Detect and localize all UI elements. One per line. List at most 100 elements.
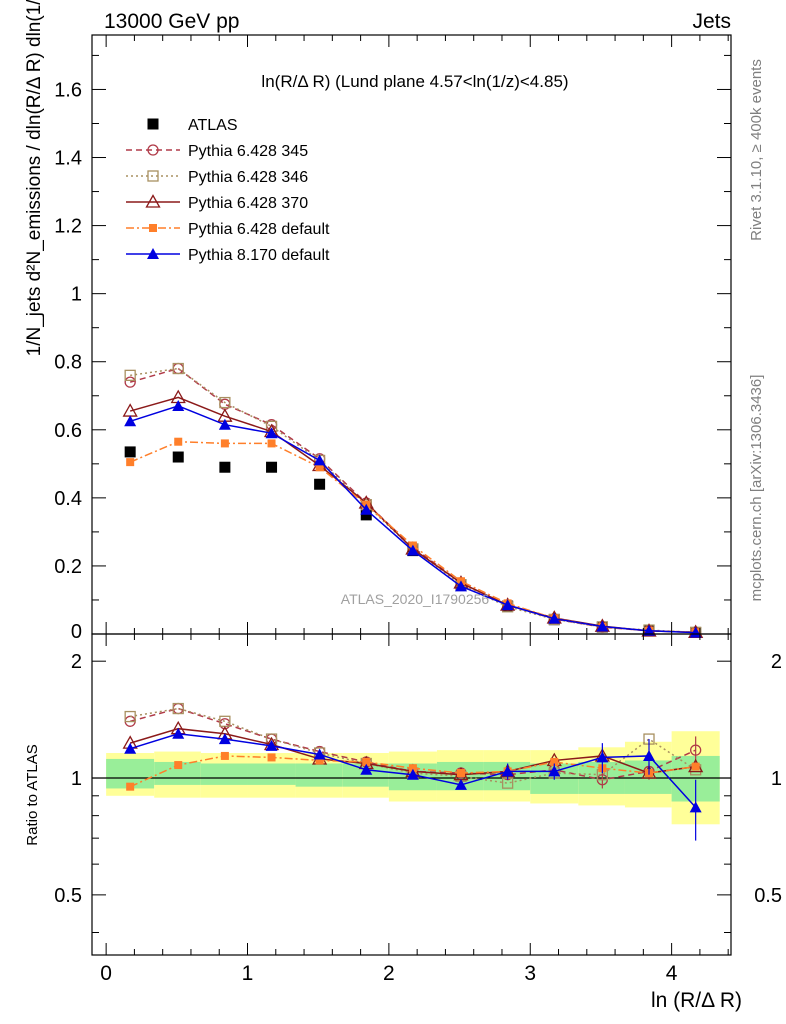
legend-label: ATLAS (188, 117, 238, 134)
data-point (124, 369, 136, 381)
ratio-point (220, 751, 229, 760)
data-point (124, 446, 136, 458)
main-panel: 0.2 0.4 0.6 0.8 1 1.2 1.4 1.6 0 (54, 34, 732, 643)
ratio-panel: 0 1 2 3 4 0.5 0.5 1 1 2 2 (54, 35, 782, 985)
data-point (172, 399, 185, 411)
legend-marker (147, 248, 159, 259)
ratio-point (550, 757, 559, 766)
legend-marker (147, 144, 159, 156)
band-inner-4 (295, 763, 343, 787)
ratio-point (362, 757, 371, 766)
ratio-point (643, 749, 656, 761)
y-tick-label-ratio-right: 0.5 (754, 885, 782, 907)
x-axis-ticks: 0 1 2 3 4 (100, 35, 729, 985)
legend-label: Pythia 8.170 default (188, 247, 330, 264)
y-axis-ticks-main: 0.2 0.4 0.6 0.8 1 1.2 1.4 1.6 0 (54, 54, 731, 643)
ratio-point (313, 748, 326, 760)
ratio-point (596, 751, 609, 763)
ratio-frame (91, 633, 732, 956)
data-point (314, 478, 326, 490)
ratio-point (501, 765, 514, 777)
data-point (172, 451, 184, 463)
y-axis-ticks-ratio: 0.5 0.5 1 1 2 2 (54, 651, 782, 933)
data-point (266, 461, 278, 473)
legend-marker (147, 170, 159, 182)
data-point (689, 626, 702, 638)
legend-entry-4: Pythia 6.428 default (126, 221, 330, 238)
y-axis-label-main: 1/N_jets d²N_emissions / dln(R/Δ R) dln(… (24, 0, 45, 356)
legend-label: Pythia 6.428 default (188, 221, 330, 238)
legend-marker (145, 194, 161, 208)
y-tick-label-ratio: 1 (71, 768, 82, 790)
data-point (454, 580, 467, 592)
x-tick-label: 4 (666, 962, 678, 985)
data-point (313, 454, 326, 466)
data-point (219, 461, 231, 473)
legend-entry-5: Pythia 8.170 default (126, 247, 330, 264)
data-point (220, 439, 229, 448)
mcplots-credit-label: mcplots.cern.ch [arXiv:1306.3436] (748, 375, 765, 602)
ratio-point (218, 733, 231, 745)
ratio-point (126, 782, 135, 791)
data-point (124, 415, 137, 427)
y-axis-label-ratio: Ratio to ATLAS (24, 744, 41, 845)
legend-label: Pythia 6.428 370 (188, 195, 308, 212)
ratio-point (267, 753, 276, 762)
legend-entry-2: Pythia 6.428 346 (126, 169, 308, 186)
ratio-point (124, 710, 136, 723)
y-tick-label-main: 0.2 (54, 556, 82, 578)
legend-entry-3: Pythia 6.428 370 (126, 194, 308, 212)
band-inner-1 (154, 761, 201, 785)
legend-label: Pythia 6.428 345 (188, 143, 308, 160)
x-tick-label: 1 (242, 962, 254, 985)
ratio-point (172, 702, 184, 715)
y-tick-label-main: 1.2 (54, 216, 82, 238)
band-inner-11 (624, 760, 672, 794)
legend: ATLAS Pythia 6.428 345 Pythia 6.428 346 Pyt… (126, 117, 330, 264)
data-point (126, 458, 135, 467)
ratio-point (124, 742, 137, 754)
data-point (218, 418, 231, 430)
band-inner-5 (342, 763, 389, 787)
ratio-point (691, 762, 700, 771)
legend-label: Pythia 6.428 346 (188, 169, 308, 186)
data-point (596, 620, 609, 632)
ratio-point (456, 769, 465, 778)
data-point (360, 509, 372, 521)
ratio-point (174, 761, 183, 770)
ratio-point (690, 744, 702, 756)
data-point (548, 612, 561, 624)
data-point (315, 463, 324, 472)
ratio-point (315, 756, 324, 765)
data-point (265, 427, 278, 439)
header-left-label: 13000 GeV pp (104, 10, 239, 33)
ratio-point (548, 765, 561, 777)
ratio-point (454, 778, 467, 790)
ratio-point (408, 764, 417, 773)
ratio-point (689, 801, 702, 813)
series-main-5 (124, 399, 702, 638)
y-tick-label-ratio-right: 1 (771, 768, 782, 790)
data-point (406, 544, 419, 556)
ratio-point (265, 739, 278, 751)
data-point (174, 437, 183, 446)
x-tick-label: 0 (100, 962, 112, 985)
y-tick-label-ratio: 2 (71, 651, 82, 673)
data-point (124, 376, 136, 388)
y-tick-label-main: 1.6 (54, 79, 82, 101)
x-tick-label: 3 (524, 962, 536, 985)
y-tick-label-main: 0.4 (54, 488, 82, 510)
y-tick-label-main: 0.8 (54, 352, 82, 374)
legend-entry-1: Pythia 6.428 345 (126, 143, 308, 160)
y-tick-label-main-zero: 0 (71, 621, 82, 643)
y-tick-label-main: 1.4 (54, 148, 82, 170)
series-ratio-5 (124, 727, 702, 841)
y-tick-label-main: 1 (71, 284, 82, 306)
band-inner-3 (247, 763, 296, 785)
legend-marker (147, 118, 159, 130)
analysis-watermark: ATLAS_2020_I1790256 (341, 591, 490, 607)
data-point (172, 362, 184, 375)
plot-title: ln(R/Δ R) (Lund plane 4.57<ln(1/z)<4.85) (261, 72, 568, 91)
legend-entry-0: ATLAS (147, 117, 238, 134)
